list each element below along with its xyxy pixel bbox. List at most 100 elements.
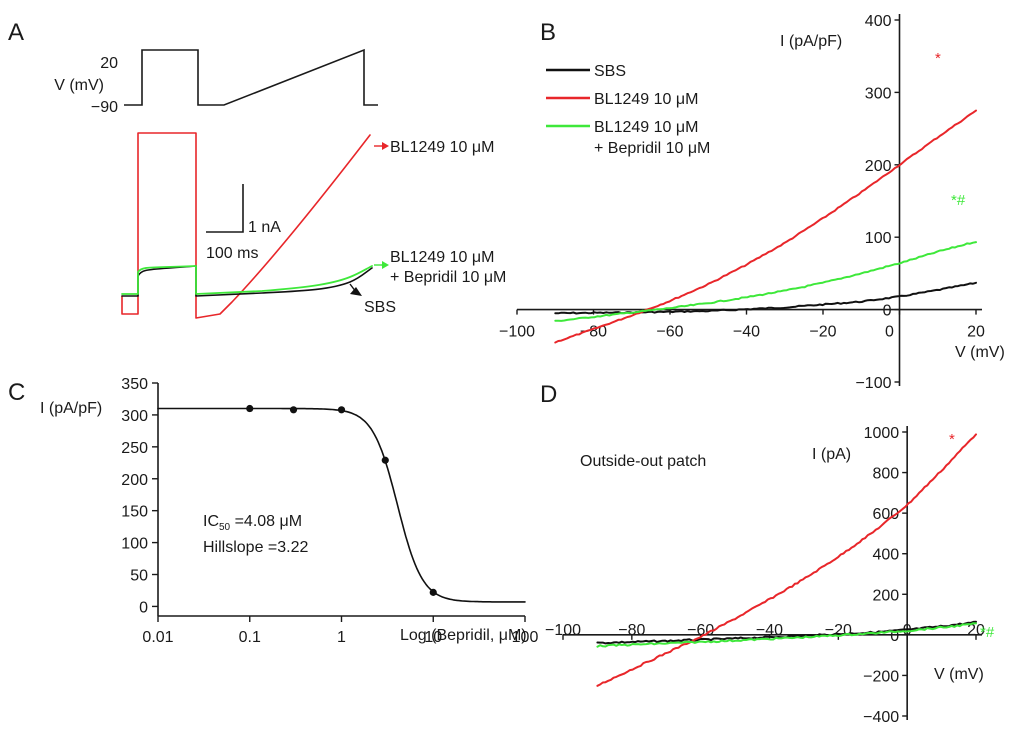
series-line-2 — [554, 241, 977, 322]
x-tick-label: −20 — [809, 324, 836, 341]
data-point — [289, 406, 298, 414]
y-tick-label: 200 — [872, 587, 899, 604]
x-tick-label: −60 — [656, 324, 683, 341]
title-d: Outside-out patch — [580, 453, 706, 470]
legend-bl1249-bepridil-line2: + Bepridil 10 μM — [594, 140, 710, 157]
data-point — [246, 404, 254, 413]
series-b — [554, 109, 977, 344]
arrow-red-head — [382, 142, 389, 150]
y-tick-label: 400 — [872, 547, 899, 564]
xlabel-d: V (mV) — [934, 666, 984, 683]
data-point — [381, 456, 389, 464]
y-tick-label: −400 — [863, 709, 899, 726]
axes-d: −100 −80 −60 −40 −20 0 20−400−2000200400600800… — [545, 425, 985, 726]
y-tick-label: −200 — [863, 668, 899, 685]
panel-label-a: A — [8, 19, 24, 46]
protocol-level-90: −90 — [91, 99, 118, 116]
y-tick-label: 200 — [121, 472, 148, 489]
series-line-1 — [596, 433, 977, 687]
trace-a-bl1249 — [121, 132, 371, 319]
y-tick-label: −100 — [855, 375, 891, 392]
scale-bar-x-label: 100 ms — [206, 245, 258, 262]
trace-a-bl1249-bepridil — [121, 265, 373, 295]
annotation-d-red: * — [949, 431, 955, 448]
y-tick-label: 1000 — [864, 425, 900, 442]
series-line-2 — [596, 622, 977, 648]
series-c — [157, 404, 526, 603]
annotation-b-green: *# — [951, 192, 966, 209]
x-tick-label: 100 — [512, 629, 539, 646]
panel-label-d: D — [540, 381, 557, 408]
x-tick-label: 20 — [967, 622, 985, 639]
annotation-b-red: * — [935, 50, 941, 67]
label-a-bl1249: BL1249 10 μM — [390, 139, 494, 156]
trace-a-sbs — [121, 265, 373, 297]
annotation-d-green: *# — [980, 624, 995, 641]
y-tick-label: 0 — [890, 628, 899, 645]
y-tick-label: 350 — [121, 376, 148, 393]
y-tick-label: 600 — [872, 506, 899, 523]
y-tick-label: 0 — [139, 599, 148, 616]
y-tick-label: 400 — [865, 13, 892, 30]
panel-label-b: B — [540, 19, 556, 46]
arrow-black-head — [350, 287, 362, 296]
xlabel-b: V (mV) — [955, 344, 1005, 361]
data-point — [337, 406, 346, 414]
y-tick-label: 100 — [121, 536, 148, 553]
voltage-protocol — [124, 48, 378, 106]
protocol-level-20: 20 — [100, 55, 118, 72]
panel-d: −100 −80 −60 −40 −20 0 20−400−2000200400600800… — [545, 425, 995, 726]
protocol-ylabel: V (mV) — [54, 77, 104, 94]
series-d — [596, 433, 977, 687]
x-tick-label: −40 — [733, 324, 760, 341]
hillslope-text: Hillslope =3.22 — [203, 539, 309, 556]
label-a-sbs: SBS — [364, 299, 396, 316]
x-tick-label: −80 — [618, 622, 645, 639]
y-tick-label: 0 — [883, 303, 892, 320]
panel-label-c: C — [8, 379, 25, 406]
xlabel-c: Log (Bepridil, μM) — [400, 627, 527, 644]
scale-bar — [206, 184, 244, 233]
ylabel-c: I (pA/pF) — [40, 400, 102, 417]
label-a-bl1249-line2: + Bepridil 10 μM — [390, 269, 506, 286]
y-tick-label: 300 — [865, 85, 892, 102]
panel-a: 20 −90 V (mV) 1 nA 100 ms BL1249 10 μM B… — [54, 48, 506, 319]
panel-c: 0.01 0.1 1 10 100 0 50 100 150 200 250 300 350 I (pA… — [40, 376, 538, 646]
x-tick-label: −60 — [687, 622, 714, 639]
series-line-1 — [554, 109, 977, 344]
legend-bl1249-bepridil-line1: BL1249 10 μM — [594, 119, 698, 136]
y-tick-label: 50 — [130, 568, 148, 585]
y-tick-label: 100 — [865, 230, 892, 247]
y-tick-label: 800 — [872, 466, 899, 483]
y-tick-label: 300 — [121, 408, 148, 425]
x-tick-label: 0 — [903, 622, 912, 639]
panel-b: −100 −80 −60 −40 −20 0 20 −100 0 100 200 300 400 I (… — [499, 13, 1005, 392]
arrow-green-head — [382, 261, 389, 269]
ylabel-b: I (pA/pF) — [780, 33, 842, 50]
legend-sbs: SBS — [594, 63, 626, 80]
x-tick-label: −100 — [545, 622, 581, 639]
x-tick-label: 20 — [967, 324, 985, 341]
data-point — [429, 588, 437, 596]
scale-bar-y-label: 1 nA — [248, 219, 281, 236]
y-tick-label: 150 — [121, 504, 148, 521]
legend-bl1249: BL1249 10 μM — [594, 91, 698, 108]
fit-curve — [157, 407, 526, 603]
axes-c: 0.01 0.1 1 10 100 0 50 100 150 200 250 300 350 — [121, 376, 538, 646]
x-tick-label: −40 — [756, 622, 783, 639]
label-a-bl1249-line1: BL1249 10 μM — [390, 249, 494, 266]
x-tick-label: 0.1 — [239, 629, 261, 646]
x-tick-label: −80 — [580, 324, 607, 341]
ylabel-d: I (pA) — [812, 446, 851, 463]
axes-b: −100 −80 −60 −40 −20 0 20 −100 0 100 200 300 400 — [499, 13, 985, 392]
x-tick-label: 10 — [424, 629, 442, 646]
series-line-0 — [596, 620, 977, 645]
x-tick-label: 0.01 — [142, 629, 173, 646]
y-tick-label: 250 — [121, 440, 148, 457]
x-tick-label: 0 — [885, 324, 894, 341]
x-tick-label: −100 — [499, 324, 535, 341]
ic50-text: IC50 =4.08 μM — [203, 513, 302, 533]
x-tick-label: 1 — [337, 629, 346, 646]
y-tick-label: 200 — [865, 158, 892, 175]
